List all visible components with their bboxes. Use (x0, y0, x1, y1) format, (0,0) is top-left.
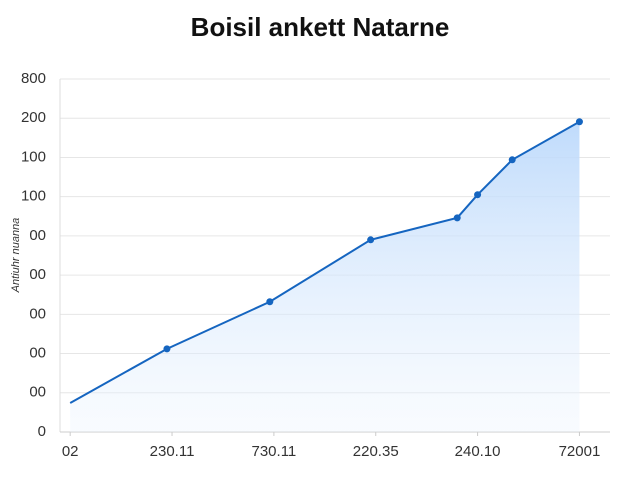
point (163, 345, 171, 353)
y-tick-label: 100 (21, 188, 46, 205)
x-tick-label: 230.11 (150, 443, 195, 460)
y-tick-label: 00 (29, 384, 46, 401)
y-axis-label: Antiuhr nuanna (10, 218, 22, 294)
y-tick-label: 00 (29, 266, 46, 283)
y-tick-label: 00 (29, 305, 46, 322)
y-tick-label: 800 (21, 70, 46, 87)
x-tick-label: 72001 (559, 443, 601, 460)
x-tick-label: 220.35 (353, 443, 399, 460)
point (453, 214, 461, 222)
x-tick-label: 730.11 (252, 443, 297, 460)
area-fill (70, 121, 580, 432)
y-tick-label: 100 (21, 148, 46, 165)
point (367, 236, 375, 244)
y-tick-label: 00 (29, 227, 46, 244)
x-tick-label: 02 (62, 443, 79, 460)
chart-title: Boisil ankett Natarne (191, 12, 450, 42)
point (508, 156, 516, 164)
y-tick-label: 00 (29, 345, 46, 362)
line (69, 120, 580, 404)
point (575, 118, 583, 126)
y-tick-label: 200 (21, 109, 46, 126)
point (266, 298, 274, 306)
x-tick-label: 240.10 (455, 443, 501, 460)
point (474, 191, 482, 199)
y-tick-label: 0 (38, 423, 46, 440)
